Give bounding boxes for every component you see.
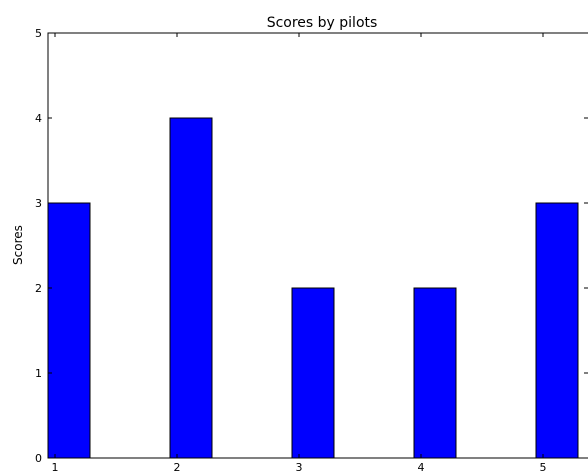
y-tick-label-0: 0 xyxy=(35,452,42,465)
chart-title: Scores by pilots xyxy=(267,15,378,31)
bar-5 xyxy=(535,202,579,459)
x-tick-label-1: 1 xyxy=(52,461,59,473)
x-tick-label-2: 2 xyxy=(174,461,181,473)
y-axis-label: Scores xyxy=(11,225,25,265)
y-tick-label-2: 2 xyxy=(35,282,42,295)
y-tick-label-5: 5 xyxy=(35,27,42,40)
y-tick-label-4: 4 xyxy=(35,112,42,125)
plot-area-frame xyxy=(47,32,588,459)
bar-3 xyxy=(291,287,335,459)
y-tick-label-1: 1 xyxy=(35,367,42,380)
bars-group xyxy=(47,117,579,459)
x-tick-label-4: 4 xyxy=(418,461,425,473)
x-tick-label-3: 3 xyxy=(296,461,303,473)
y-tick-label-3: 3 xyxy=(35,197,42,210)
x-tick-label-5: 5 xyxy=(540,461,547,473)
bar-1 xyxy=(47,202,91,459)
bar-2 xyxy=(169,117,213,459)
bar-4 xyxy=(413,287,457,459)
